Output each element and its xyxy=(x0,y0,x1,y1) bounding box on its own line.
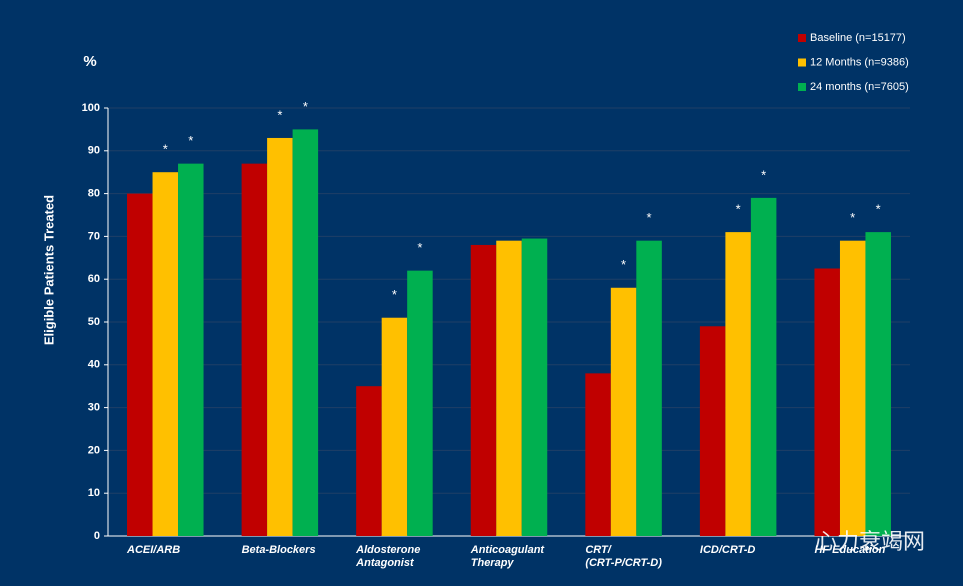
y-tick-label: 50 xyxy=(88,316,100,328)
legend-swatch xyxy=(798,83,806,91)
legend-label: 12 Months (n=9386) xyxy=(810,56,909,68)
bar xyxy=(521,238,548,537)
bar xyxy=(750,197,777,536)
y-tick-label: 30 xyxy=(88,402,100,414)
significance-marker: * xyxy=(392,287,397,302)
significance-marker: * xyxy=(417,240,422,255)
bar xyxy=(636,240,662,536)
legend-label: Baseline (n=15177) xyxy=(810,32,906,44)
x-tick-label: CRT/(CRT-P/CRT-D) xyxy=(585,544,662,569)
significance-marker: * xyxy=(303,99,308,114)
watermark: 心力衰竭网 xyxy=(815,529,925,554)
bar xyxy=(127,193,153,536)
y-tick-label: 70 xyxy=(88,230,100,242)
y-unit: % xyxy=(83,53,96,70)
significance-marker: * xyxy=(188,133,193,148)
y-tick-label: 10 xyxy=(88,487,100,499)
significance-marker: * xyxy=(736,202,741,217)
x-tick-label: Beta-Blockers xyxy=(242,544,316,556)
x-tick-label: HF Education xyxy=(814,544,885,556)
y-tick-label: 90 xyxy=(88,145,100,157)
bar xyxy=(381,317,408,536)
bar xyxy=(725,232,751,536)
bar xyxy=(152,172,179,536)
y-tick-label: 60 xyxy=(88,273,100,285)
bar xyxy=(178,163,204,536)
y-tick-label: 100 xyxy=(82,102,100,114)
x-tick-label: ACEI/ARB xyxy=(126,544,180,556)
legend-swatch xyxy=(798,34,806,42)
significance-marker: * xyxy=(876,202,881,217)
y-tick-label: 40 xyxy=(88,359,100,371)
legend-label: 24 months (n=7605) xyxy=(810,81,909,93)
x-tick-label: Aldosterone Antagonist xyxy=(355,544,420,569)
bar xyxy=(865,232,891,536)
significance-marker: * xyxy=(621,257,626,272)
significance-marker: * xyxy=(850,210,855,225)
bar xyxy=(407,270,433,536)
y-tick-label: 0 xyxy=(94,530,100,542)
significance-marker: * xyxy=(761,167,766,182)
bar xyxy=(292,129,319,536)
bar xyxy=(699,326,726,536)
x-tick-label: Anticoagulant Therapy xyxy=(470,544,546,569)
bar xyxy=(241,163,268,536)
bar xyxy=(470,244,497,536)
x-tick-label: ICD/CRT-D xyxy=(700,544,755,556)
y-tick-label: 20 xyxy=(88,444,100,456)
bar xyxy=(356,386,382,536)
bar xyxy=(814,268,840,536)
significance-marker: * xyxy=(277,107,282,122)
bar xyxy=(267,137,293,536)
bar xyxy=(839,240,866,536)
significance-marker: * xyxy=(163,142,168,157)
y-axis-title: Eligible Patients Treated xyxy=(41,195,56,345)
bar xyxy=(585,373,611,536)
legend-swatch xyxy=(798,58,806,67)
bar xyxy=(610,287,637,536)
bar xyxy=(496,240,522,536)
y-tick-label: 80 xyxy=(88,188,100,200)
significance-marker: * xyxy=(647,210,652,225)
